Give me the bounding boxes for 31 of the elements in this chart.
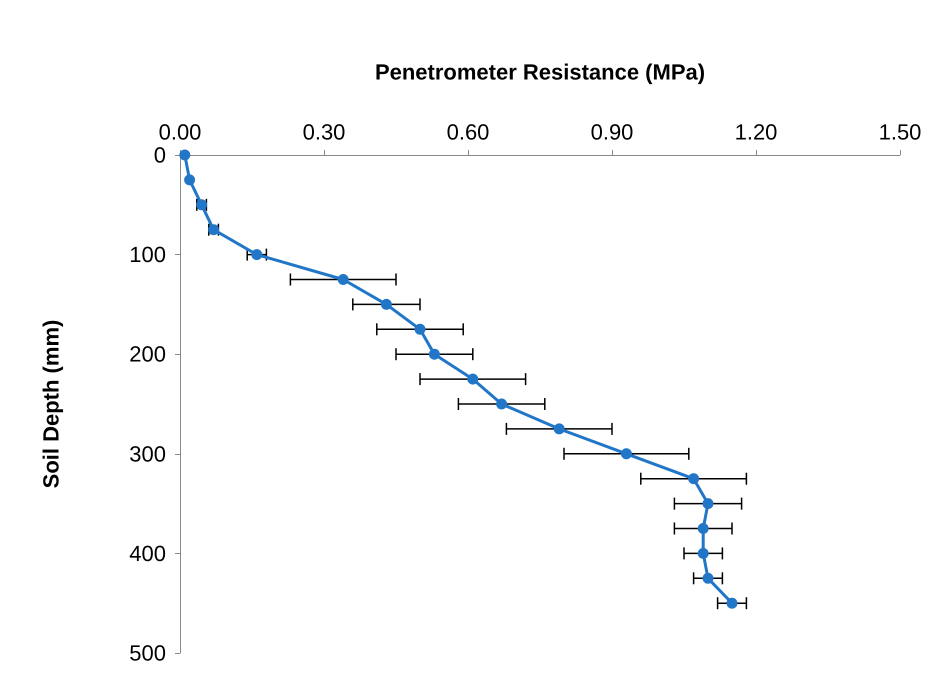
point <box>380 298 392 310</box>
y-tick-label: 300 <box>129 441 166 466</box>
point <box>496 398 508 410</box>
point <box>338 274 349 285</box>
point <box>698 523 709 534</box>
y-tick-label: 200 <box>129 342 166 367</box>
point <box>179 150 190 160</box>
y-tick-label: 100 <box>129 242 166 268</box>
point <box>467 374 478 385</box>
y-axis-title: Soil Depth (mm) <box>38 320 64 488</box>
point <box>251 249 262 260</box>
x-tick-label: 0.60 <box>446 120 490 144</box>
x-tick-label: 1.50 <box>878 120 922 144</box>
x-tick-label: 0.00 <box>158 120 202 144</box>
x-tick-label: 1.20 <box>734 120 778 144</box>
point <box>698 548 709 559</box>
x-tick-label: 0.30 <box>302 120 346 144</box>
point <box>688 473 700 484</box>
y-tick-label: 0 <box>154 142 166 168</box>
point <box>702 498 714 510</box>
y-tick-label: 500 <box>129 640 166 666</box>
point <box>184 174 196 186</box>
point <box>414 324 426 335</box>
point <box>620 448 632 460</box>
x-axis-title: Penetrometer Resistance (MPa) <box>374 60 706 84</box>
point <box>702 572 714 584</box>
x-tick-label: 0.90 <box>590 120 634 144</box>
point <box>554 423 565 434</box>
point <box>428 348 440 360</box>
y-tick-label: 400 <box>129 540 166 566</box>
point <box>726 598 738 609</box>
